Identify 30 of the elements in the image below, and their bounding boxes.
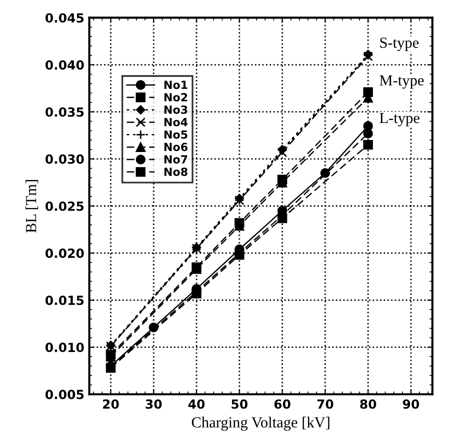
y-tick-label: 0.030	[46, 154, 84, 164]
y-tick-label: 0.015	[46, 296, 84, 306]
y-axis-title: BL [Tm]	[25, 180, 38, 233]
annotation: S-type	[380, 38, 419, 52]
y-tick-label: 0.005	[46, 390, 84, 400]
legend-label: No3	[164, 105, 188, 114]
y-tick-label: 0.045	[46, 13, 84, 23]
legend-label: No7	[164, 155, 188, 164]
legend-label: No6	[164, 142, 188, 152]
x-tick-label: 20	[103, 399, 119, 409]
x-tick-label: 80	[360, 399, 376, 409]
x-tick-label: 30	[146, 399, 162, 409]
x-tick-label: 70	[317, 399, 334, 409]
annotation: M-type	[380, 75, 424, 89]
x-tick-label: 40	[188, 399, 205, 409]
x-axis-title: Charging Voltage [kV]	[192, 416, 330, 431]
y-tick-label: 0.035	[46, 107, 84, 117]
legend-label: No4	[164, 118, 188, 126]
x-tick-label: 90	[402, 399, 420, 409]
y-tick-label: 0.020	[46, 248, 84, 258]
x-tick-label: 60	[274, 399, 290, 409]
legend-label: No2	[164, 93, 188, 102]
annotation: L-type	[380, 113, 420, 126]
y-tick-label: 0.040	[46, 60, 84, 70]
legend-label: No8	[164, 168, 188, 176]
y-tick-label: 0.010	[46, 342, 84, 352]
legend-label: No5	[164, 130, 188, 139]
legend-label: No1	[164, 80, 188, 90]
y-tick-label: 0.025	[46, 201, 84, 211]
x-tick-label: 50	[232, 399, 248, 409]
